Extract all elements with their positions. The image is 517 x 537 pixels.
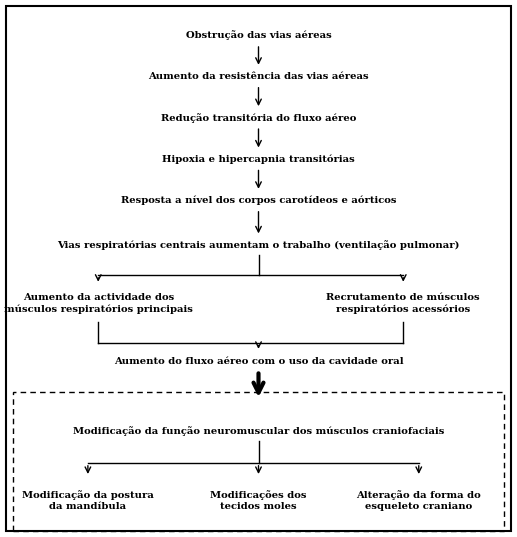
- Text: Modificação da postura
da mandíbula: Modificação da postura da mandíbula: [22, 490, 154, 511]
- Text: Aumento do fluxo aéreo com o uso da cavidade oral: Aumento do fluxo aéreo com o uso da cavi…: [114, 357, 403, 366]
- Text: Alteração da forma do
esqueleto craniano: Alteração da forma do esqueleto craniano: [356, 490, 481, 511]
- Text: Modificação da função neuromuscular dos músculos craniofaciais: Modificação da função neuromuscular dos …: [73, 426, 444, 436]
- Text: Aumento da resistência das vias aéreas: Aumento da resistência das vias aéreas: [148, 72, 369, 81]
- Text: Obstrução das vias aéreas: Obstrução das vias aéreas: [186, 30, 331, 40]
- Text: Recrutamento de músculos
respiratórios acessórios: Recrutamento de músculos respiratórios a…: [326, 293, 480, 314]
- Text: Modificações dos
tecidos moles: Modificações dos tecidos moles: [210, 490, 307, 511]
- Text: Resposta a nível dos corpos carotídeos e aórticos: Resposta a nível dos corpos carotídeos e…: [121, 195, 396, 205]
- Text: Vias respiratórias centrais aumentam o trabalho (ventilação pulmonar): Vias respiratórias centrais aumentam o t…: [57, 241, 460, 250]
- Bar: [13, 392, 504, 531]
- Text: Aumento da actividade dos
músculos respiratórios principais: Aumento da actividade dos músculos respi…: [4, 293, 193, 314]
- Text: Hipoxia e hipercapnia transitórias: Hipoxia e hipercapnia transitórias: [162, 154, 355, 164]
- Text: Redução transitória do fluxo aéreo: Redução transitória do fluxo aéreo: [161, 113, 356, 122]
